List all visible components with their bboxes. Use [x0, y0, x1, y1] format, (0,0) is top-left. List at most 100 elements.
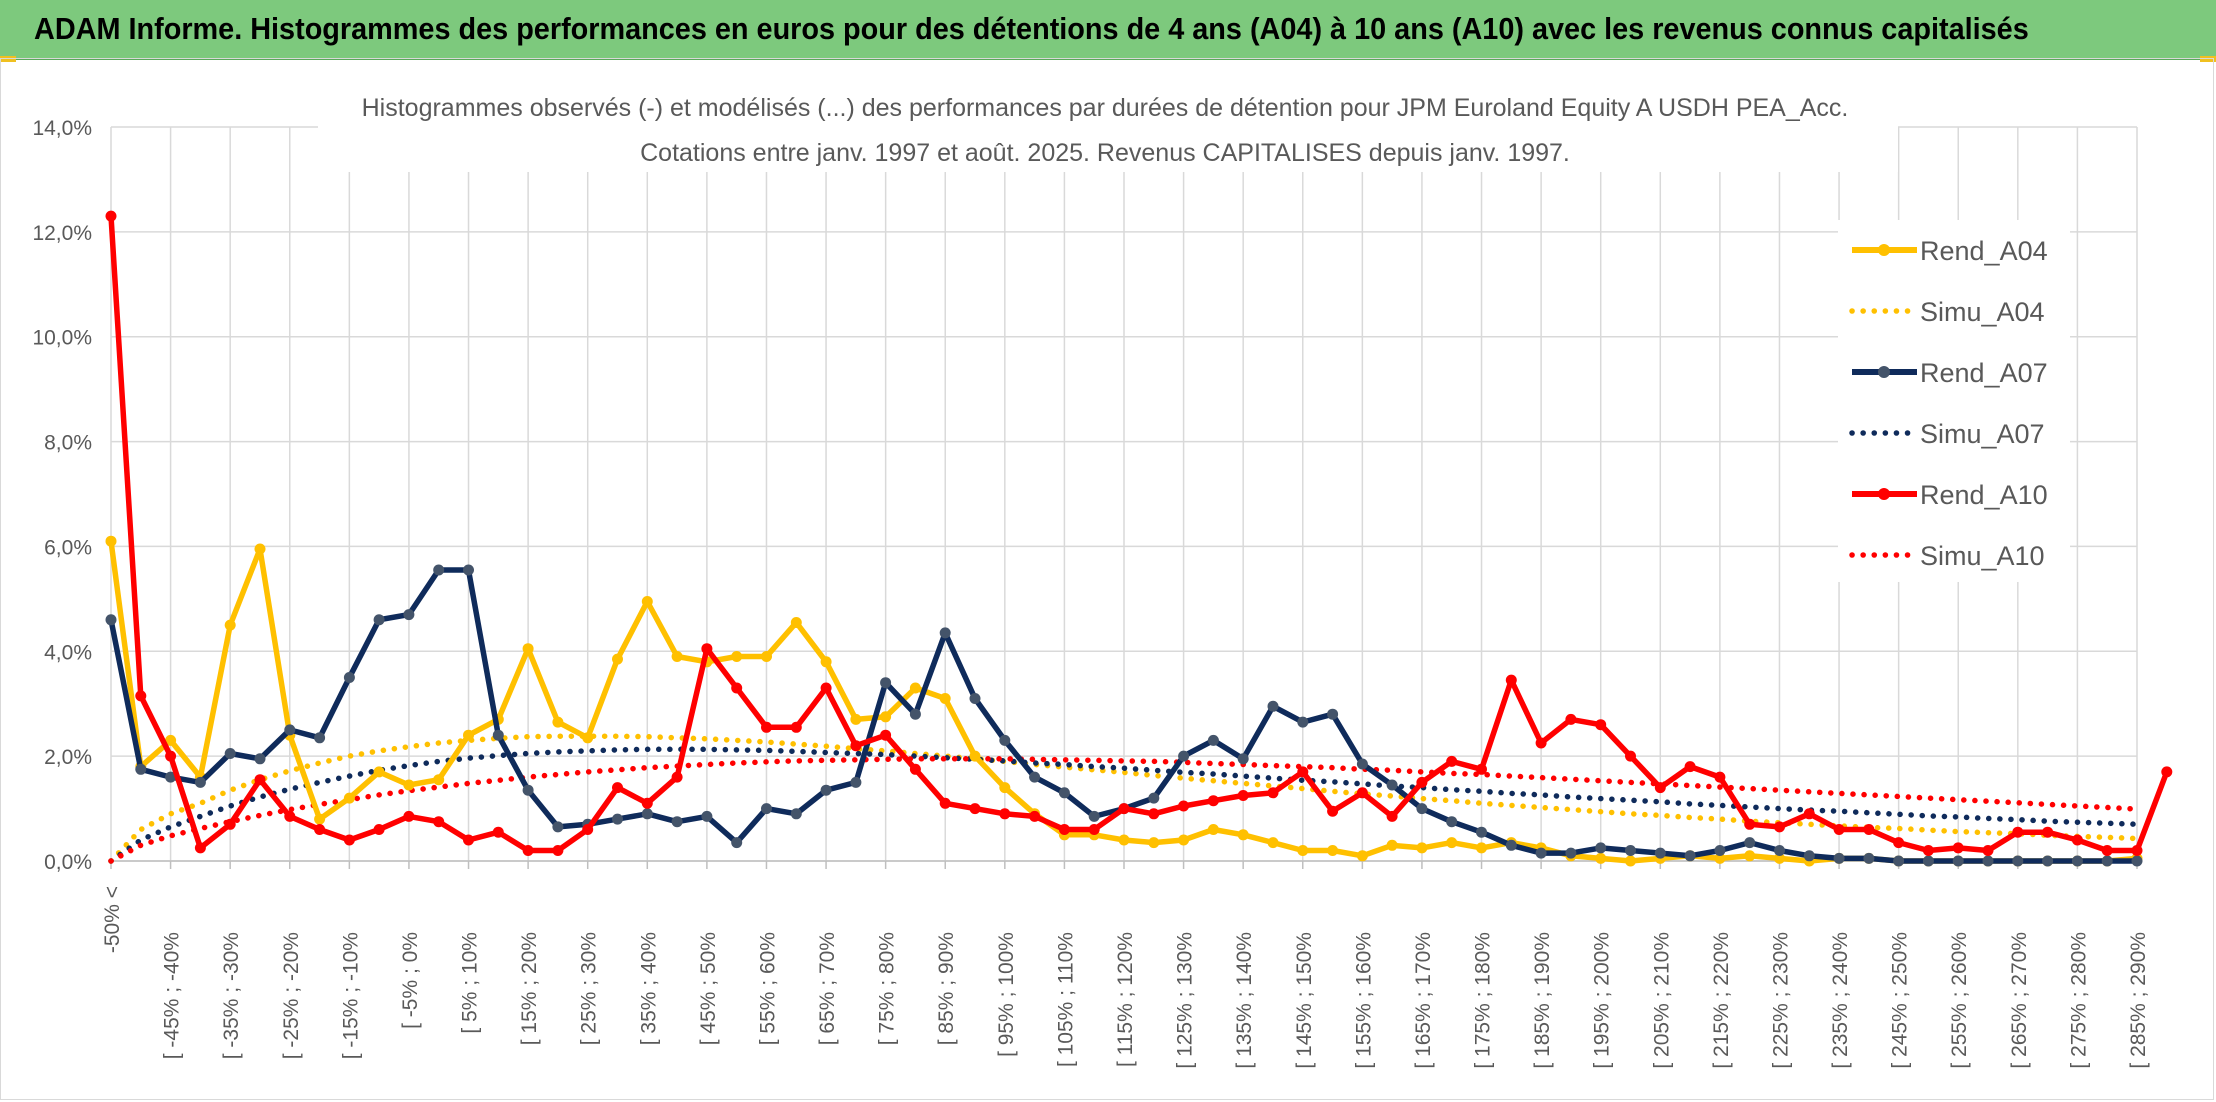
y-tick-label: 6,0% [44, 536, 92, 559]
point-rend-a07 [1416, 803, 1428, 815]
point-rend-a10 [1535, 737, 1547, 749]
x-tick-label: [ 285% ; 290% [2127, 932, 2150, 1069]
point-rend-a04 [612, 653, 623, 665]
x-tick-label: [ 135% ; 140% [1233, 932, 1256, 1069]
point-rend-a10 [790, 721, 802, 733]
corner-accent-right [2200, 56, 2216, 62]
point-rend-a04 [850, 713, 862, 725]
x-tick-label: [ 115% ; 120% [1114, 932, 1137, 1067]
point-rend-a04 [254, 543, 266, 555]
point-rend-a07 [1625, 845, 1636, 856]
point-rend-a10 [1386, 810, 1398, 822]
point-rend-a07 [492, 729, 504, 741]
point-rend-a04 [790, 617, 802, 628]
point-rend-a04 [582, 732, 594, 744]
point-rend-a07 [2101, 855, 2113, 867]
x-tick-label: [ 255% ; 260% [1948, 932, 1971, 1069]
point-rend-a07 [135, 763, 147, 775]
x-tick-label: [ 35% ; 40% [637, 932, 660, 1045]
x-tick-label: -50% < [101, 886, 124, 953]
point-rend-a07 [969, 693, 981, 704]
legend-marker-rend-a04 [1878, 244, 1890, 256]
x-tick-label: [ -35% ; -30% [220, 932, 243, 1059]
x-tick-label: [ 245% ; 250% [1889, 932, 1912, 1069]
point-rend-a07 [284, 724, 296, 736]
point-rend-a07 [1952, 855, 1964, 867]
point-rend-a10 [671, 771, 683, 783]
point-rend-a10 [254, 774, 266, 786]
point-rend-a07 [2131, 855, 2143, 867]
x-tick-label: [ 85% ; 90% [935, 932, 958, 1045]
point-rend-a10 [2131, 845, 2143, 856]
point-rend-a07 [1684, 850, 1696, 862]
point-rend-a10 [1237, 790, 1249, 801]
point-rend-a10 [731, 682, 743, 694]
point-rend-a07 [1565, 847, 1577, 859]
point-rend-a10 [1356, 787, 1368, 799]
point-rend-a07 [701, 810, 713, 822]
point-rend-a10 [284, 810, 296, 822]
point-rend-a10 [135, 690, 147, 702]
y-tick-label: 14,0% [32, 117, 92, 140]
point-rend-a04 [1476, 842, 1487, 854]
point-rend-a04 [552, 716, 564, 728]
point-rend-a04 [880, 711, 892, 723]
point-rend-a07 [1833, 852, 1845, 864]
legend-label-simu-a10: Simu_A10 [1920, 541, 2045, 571]
legend-label-rend-a10: Rend_A10 [1920, 480, 2048, 510]
point-rend-a04 [641, 596, 653, 607]
x-tick-label: [ 165% ; 170% [1412, 932, 1435, 1069]
point-rend-a10 [1476, 763, 1487, 775]
chart-frame [0, 58, 2214, 1100]
point-rend-a07 [1982, 855, 1994, 867]
series-line-rend-a10 [108, 215, 2170, 854]
point-rend-a07 [1922, 855, 1934, 867]
point-rend-a10 [880, 729, 892, 741]
point-rend-a07 [1803, 850, 1815, 862]
point-rend-a10 [1684, 761, 1696, 773]
point-rend-a04 [1416, 842, 1428, 854]
point-rend-a07 [1327, 708, 1339, 720]
legend-label-rend-a07: Rend_A07 [1920, 358, 2048, 388]
x-tick-label: [ -45% ; -40% [161, 932, 184, 1059]
point-rend-a10 [1922, 845, 1934, 856]
y-tick-label: 12,0% [32, 222, 92, 245]
y-tick-label: 4,0% [44, 641, 92, 664]
point-rend-a07 [522, 784, 534, 796]
point-rend-a10 [403, 810, 415, 822]
x-tick-label: [ 25% ; 30% [578, 932, 601, 1045]
point-rend-a07 [1029, 771, 1041, 783]
point-rend-a04 [1625, 855, 1636, 867]
point-rend-a10 [939, 797, 951, 809]
point-rend-a07 [1654, 847, 1666, 859]
point-rend-a07 [2071, 855, 2083, 867]
point-rend-a07 [850, 776, 862, 788]
point-rend-a10 [909, 763, 921, 775]
point-rend-a07 [1386, 779, 1398, 791]
point-rend-a04 [1595, 852, 1607, 864]
x-tick-label: [ -5% ; 0% [399, 932, 422, 1029]
point-rend-a04 [1148, 837, 1160, 849]
point-rend-a10 [1654, 782, 1666, 794]
point-rend-a10 [224, 818, 236, 830]
point-rend-a10 [1327, 805, 1339, 817]
x-tick-label: [ -15% ; -10% [339, 932, 362, 1059]
point-rend-a10 [1058, 824, 1070, 835]
point-rend-a07 [1595, 842, 1607, 854]
x-tick-label: [ 235% ; 240% [1829, 932, 1852, 1069]
grid [110, 126, 2138, 869]
point-rend-a10 [194, 842, 206, 854]
point-rend-a07 [1178, 750, 1190, 762]
point-rend-a10 [492, 826, 504, 838]
point-rend-a07 [194, 776, 206, 788]
point-rend-a04 [403, 779, 415, 791]
y-tick-label: 8,0% [44, 432, 92, 455]
point-rend-a07 [1058, 787, 1070, 799]
x-tick-label: [ 185% ; 190% [1531, 932, 1554, 1069]
legend-marker-rend-a07 [1878, 366, 1890, 378]
point-rend-a10 [105, 210, 117, 222]
title-backdrop [318, 76, 1898, 172]
x-tick-label: [ 5% ; 10% [459, 932, 482, 1034]
y-tick-label: 10,0% [32, 327, 92, 350]
